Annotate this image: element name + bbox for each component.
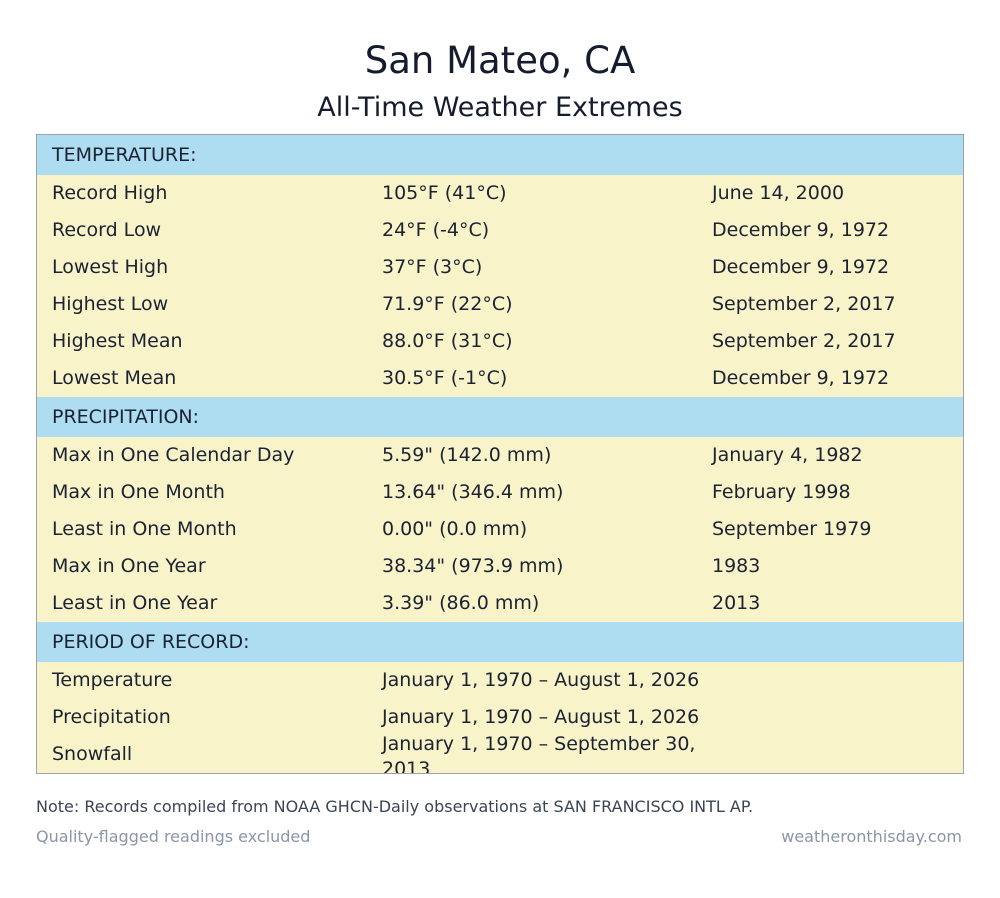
row-name: Least in One Year [52, 592, 218, 614]
table-row: Record High 105°F (41°C) June 14, 2000 [37, 175, 963, 212]
table-row: Snowfall January 1, 1970 – September 30,… [37, 733, 963, 773]
row-value: 3.39" (86.0 mm) [382, 592, 540, 614]
row-value: 5.59" (142.0 mm) [382, 444, 552, 466]
quality-note: Quality-flagged readings excluded [36, 827, 311, 846]
row-name: Highest Mean [52, 330, 183, 352]
row-value: 105°F (41°C) [382, 182, 507, 204]
row-value: 24°F (-4°C) [382, 219, 490, 241]
extremes-table: TEMPERATURE: Record High 105°F (41°C) Ju… [36, 134, 964, 774]
table-row: Least in One Month 0.00" (0.0 mm) Septem… [37, 511, 963, 548]
row-value: 0.00" (0.0 mm) [382, 518, 528, 540]
table-row: Lowest High 37°F (3°C) December 9, 1972 [37, 249, 963, 286]
table-row: Highest Low 71.9°F (22°C) September 2, 2… [37, 286, 963, 323]
table-row: Max in One Calendar Day 5.59" (142.0 mm)… [37, 437, 963, 474]
row-name: Precipitation [52, 706, 171, 728]
row-date: September 2, 2017 [712, 293, 896, 315]
row-date: June 14, 2000 [712, 182, 845, 204]
table-row: Lowest Mean 30.5°F (-1°C) December 9, 19… [37, 360, 963, 397]
table-row: Max in One Month 13.64" (346.4 mm) Febru… [37, 474, 963, 511]
section-header-period: PERIOD OF RECORD: [37, 622, 963, 662]
section-header-temperature: TEMPERATURE: [37, 135, 963, 175]
row-date: February 1998 [712, 481, 851, 503]
table-row: Highest Mean 88.0°F (31°C) September 2, … [37, 323, 963, 360]
row-value: 88.0°F (31°C) [382, 330, 513, 352]
table-row: Temperature January 1, 1970 – August 1, … [37, 662, 963, 699]
row-date: December 9, 1972 [712, 367, 890, 389]
row-name: Max in One Calendar Day [52, 444, 295, 466]
row-value: 71.9°F (22°C) [382, 293, 513, 315]
row-name: Max in One Month [52, 481, 225, 503]
row-name: Record Low [52, 219, 162, 241]
table-row: Precipitation January 1, 1970 – August 1… [37, 699, 963, 736]
page-title: San Mateo, CA [364, 39, 636, 82]
row-name: Max in One Year [52, 555, 206, 577]
source-link[interactable]: weatheronthisday.com [781, 827, 962, 846]
row-value: 30.5°F (-1°C) [382, 367, 508, 389]
table-row: Least in One Year 3.39" (86.0 mm) 2013 [37, 585, 963, 622]
table-row: Max in One Year 38.34" (973.9 mm) 1983 [37, 548, 963, 585]
row-date: 1983 [712, 555, 761, 577]
row-date: January 4, 1982 [712, 444, 863, 466]
row-name: Snowfall [52, 743, 133, 765]
row-date: September 2, 2017 [712, 330, 896, 352]
row-value: January 1, 1970 – September 30, 2013 [382, 733, 696, 774]
row-name: Temperature [52, 669, 173, 691]
row-value: 38.34" (973.9 mm) [382, 555, 564, 577]
row-value: 13.64" (346.4 mm) [382, 481, 564, 503]
row-name: Record High [52, 182, 168, 204]
row-name: Highest Low [52, 293, 169, 315]
row-value: January 1, 1970 – August 1, 2026 [382, 706, 700, 728]
row-date: December 9, 1972 [712, 256, 890, 278]
row-date: September 1979 [712, 518, 872, 540]
page-subtitle: All-Time Weather Extremes [317, 92, 683, 123]
section-header-precipitation: PRECIPITATION: [37, 397, 963, 437]
row-name: Lowest Mean [52, 367, 177, 389]
row-value: January 1, 1970 – August 1, 2026 [382, 669, 700, 691]
row-date: December 9, 1972 [712, 219, 890, 241]
row-name: Least in One Month [52, 518, 237, 540]
footnote: Note: Records compiled from NOAA GHCN-Da… [36, 797, 754, 816]
row-date: 2013 [712, 592, 761, 614]
table-row: Record Low 24°F (-4°C) December 9, 1972 [37, 212, 963, 249]
row-value: 37°F (3°C) [382, 256, 483, 278]
row-name: Lowest High [52, 256, 169, 278]
